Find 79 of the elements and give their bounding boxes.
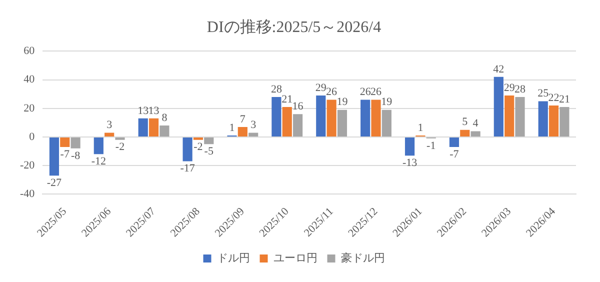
y-tick-label: 20 [24, 102, 36, 114]
chart-title: DIの推移:2025/5～2026/4 [206, 18, 382, 36]
data-label: 7 [240, 113, 246, 126]
bar [404, 137, 415, 156]
bar [382, 110, 392, 136]
y-tick-label: 0 [29, 130, 36, 143]
bar [360, 100, 370, 136]
data-label: -2 [115, 141, 125, 154]
data-label: -7 [60, 148, 70, 160]
data-label: 19 [381, 96, 393, 108]
data-label: 29 [315, 82, 327, 94]
bar [193, 137, 204, 140]
bar [238, 126, 248, 136]
bar [160, 126, 170, 136]
data-label: 3 [106, 119, 113, 132]
bar [316, 96, 326, 136]
y-tick-label: -40 [20, 188, 36, 200]
bar [326, 100, 336, 136]
data-label: 13 [148, 104, 160, 117]
data-label: -8 [70, 150, 81, 162]
data-label: 4 [472, 118, 479, 130]
bar [538, 101, 548, 136]
bar [292, 114, 303, 136]
data-label: 3 [250, 119, 257, 132]
y-tick-label: -20 [20, 159, 36, 172]
legend-label: 豪ドル円 [340, 251, 385, 264]
y-tick-label: 40 [24, 74, 36, 86]
data-label: 21 [282, 93, 293, 106]
bar [104, 132, 114, 136]
data-label: 8 [162, 112, 168, 124]
data-label: -12 [91, 156, 106, 168]
bar [272, 96, 282, 136]
bar [470, 131, 480, 136]
legend-label: ユーロ円 [273, 252, 318, 264]
data-label: -17 [180, 162, 196, 175]
data-label: 42 [493, 63, 504, 76]
data-label: -27 [46, 176, 62, 189]
bar [49, 137, 60, 176]
bar [449, 137, 460, 147]
bar [70, 137, 80, 148]
data-label: 19 [336, 96, 348, 108]
bar [148, 118, 159, 136]
bar [515, 96, 525, 136]
bar [94, 137, 104, 154]
bar [60, 137, 70, 147]
data-label: -1 [426, 140, 436, 152]
data-label: 13 [138, 104, 150, 117]
data-label: 28 [270, 83, 282, 96]
data-label: 1 [418, 122, 424, 134]
data-label: -7 [450, 148, 460, 160]
bar [560, 106, 570, 136]
data-label: 28 [514, 83, 526, 96]
bar [548, 106, 559, 136]
data-label: 21 [558, 93, 570, 106]
data-label: -5 [204, 146, 214, 158]
data-label: 16 [292, 100, 304, 112]
bar [494, 76, 504, 136]
bar [182, 137, 192, 162]
data-label: 26 [370, 86, 382, 98]
bar [337, 110, 348, 136]
data-label: -2 [194, 141, 203, 154]
bar [371, 100, 381, 136]
bar [504, 96, 514, 136]
bar [282, 106, 292, 136]
legend-label: ドル円 [216, 252, 250, 264]
data-label: 29 [504, 82, 516, 94]
bar [248, 132, 258, 136]
data-label: -13 [402, 156, 418, 169]
data-label: 22 [548, 92, 560, 104]
bar [138, 118, 148, 136]
bar [460, 130, 470, 136]
data-label: 1 [229, 122, 235, 134]
bar [115, 137, 125, 140]
data-label: 26 [360, 86, 372, 98]
data-label: 5 [462, 116, 468, 128]
data-label: 26 [326, 86, 338, 98]
data-label: 25 [538, 88, 550, 100]
y-tick-label: 60 [24, 45, 36, 58]
bar [204, 137, 214, 144]
